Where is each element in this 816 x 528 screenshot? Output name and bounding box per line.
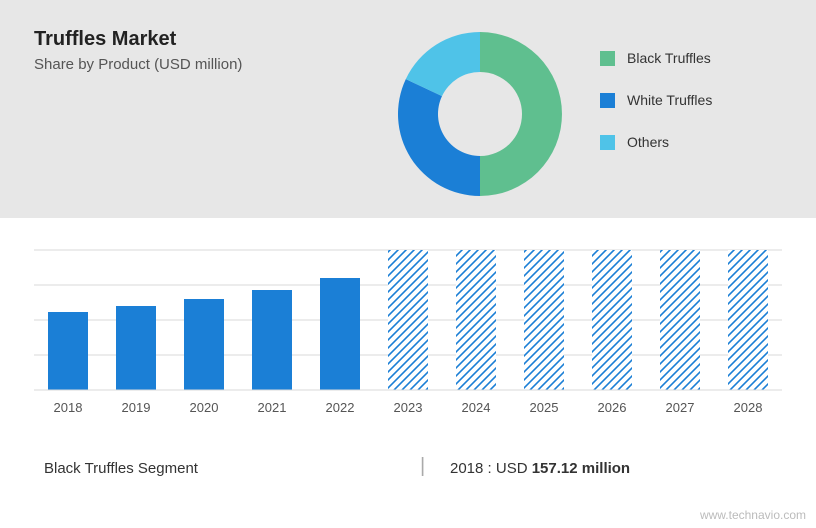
bar-year-label: 2025 (530, 400, 559, 415)
bar (456, 250, 496, 390)
bar-year-label: 2023 (394, 400, 423, 415)
donut-chart (390, 24, 570, 204)
bar-year-label: 2024 (462, 400, 491, 415)
legend-label: White Truffles (627, 92, 712, 108)
bar-year-label: 2018 (54, 400, 83, 415)
legend-label: Others (627, 134, 669, 150)
legend-label: Black Truffles (627, 50, 711, 66)
bar-year-label: 2027 (666, 400, 695, 415)
legend: Black Truffles White Truffles Others (600, 50, 712, 176)
donut-slice (398, 79, 480, 196)
bar-chart: 2018 2019 2020 2021 2022 2023 2024 2025 2026 2027… (34, 230, 782, 430)
bar (320, 278, 360, 390)
legend-item: Black Truffles (600, 50, 712, 66)
bar-year-label: 2028 (734, 400, 763, 415)
bar (184, 299, 224, 390)
chart-subtitle: Share by Product (USD million) (34, 56, 242, 73)
watermark: www.technavio.com (700, 508, 806, 522)
bar-year-label: 2022 (326, 400, 355, 415)
legend-swatch (600, 51, 615, 66)
legend-swatch (600, 93, 615, 108)
bar (116, 306, 156, 390)
bar (48, 312, 88, 390)
footer-separator: | (420, 455, 425, 478)
footer-prefix: : USD (483, 460, 531, 477)
chart-title: Truffles Market (34, 28, 176, 51)
donut-slice (480, 32, 562, 196)
bar-year-label: 2019 (122, 400, 151, 415)
legend-swatch (600, 135, 615, 150)
bar (524, 250, 564, 390)
footer-year: 2018 (450, 460, 483, 477)
legend-item: White Truffles (600, 92, 712, 108)
footer-value: 2018 : USD 157.12 million (450, 460, 630, 477)
bar (660, 250, 700, 390)
bar (252, 290, 292, 390)
bar-year-label: 2020 (190, 400, 219, 415)
bar (592, 250, 632, 390)
footer-value-bold: 157.12 million (532, 460, 630, 477)
bar-year-label: 2021 (258, 400, 287, 415)
footer-segment-label: Black Truffles Segment (44, 460, 198, 477)
bar-year-label: 2026 (598, 400, 627, 415)
bar (388, 250, 428, 390)
top-panel: Truffles Market Share by Product (USD mi… (0, 0, 816, 218)
bar (728, 250, 768, 390)
legend-item: Others (600, 134, 712, 150)
